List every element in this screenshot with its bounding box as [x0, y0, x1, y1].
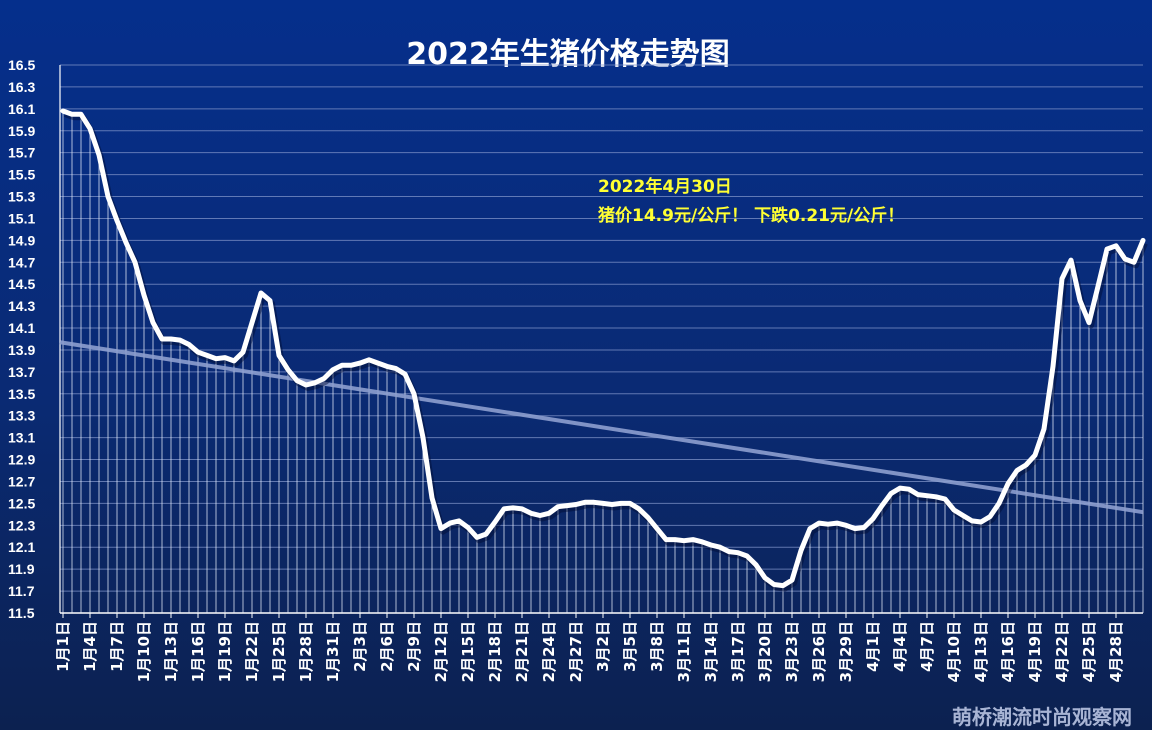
- annotation-date: 2022年4月30日: [598, 176, 732, 197]
- x-tick-label: 1月7日: [108, 621, 126, 672]
- x-tick-label: 1月31日: [324, 621, 342, 682]
- x-tick-label: 2月12日: [432, 621, 450, 682]
- y-tick-label: 11.9: [8, 561, 35, 577]
- y-tick-label: 12.9: [8, 452, 35, 468]
- x-tick-label: 3月29日: [837, 621, 855, 682]
- x-tick-label: 3月14日: [702, 621, 720, 682]
- x-tick-label: 2月9日: [405, 621, 423, 672]
- x-tick-label: 3月5日: [621, 621, 639, 672]
- annotation-price: 猪价14.9元/公斤！ 下跌0.21元/公斤！: [598, 205, 904, 226]
- drop-lines: [62, 111, 1144, 613]
- y-tick-label: 16.5: [8, 57, 35, 73]
- y-tick-label: 15.7: [8, 145, 35, 161]
- annotation: 2022年4月30日 猪价14.9元/公斤！ 下跌0.21元/公斤！: [598, 176, 904, 226]
- price-line: [60, 108, 1148, 592]
- x-tick-label: 4月1日: [864, 621, 882, 672]
- x-tick-label: 3月17日: [729, 621, 747, 682]
- x-tick-label: 1月28日: [297, 621, 315, 682]
- y-tick-label: 13.7: [8, 364, 35, 380]
- y-tick-label: 12.5: [8, 495, 35, 511]
- y-tick-label: 11.7: [8, 583, 35, 599]
- trend-line: [59, 340, 1144, 515]
- x-tick-label: 1月19日: [216, 621, 234, 682]
- x-tick-label: 1月4日: [81, 621, 99, 672]
- x-tick-label: 3月8日: [648, 621, 666, 672]
- x-tick-label: 4月19日: [1026, 621, 1044, 682]
- x-tick-label: 1月1日: [54, 621, 72, 672]
- y-tick-label: 11.5: [8, 605, 35, 621]
- y-axis: 11.5 11.7 11.9 12.1 12.3 12.5 12.7 12.9 13.1 13.3…: [8, 57, 61, 621]
- watermark: 萌桥潮流时尚观察网: [952, 705, 1132, 729]
- x-tick-label: 2月18日: [486, 621, 504, 682]
- x-tick-label: 2月21日: [513, 621, 531, 682]
- y-tick-label: 12.3: [8, 517, 35, 533]
- y-tick-label: 12.1: [8, 539, 35, 555]
- x-tick-label: 2月24日: [540, 621, 558, 682]
- y-tick-label: 13.3: [8, 408, 35, 424]
- y-tick-label: 13.5: [8, 386, 35, 402]
- x-tick-label: 4月25日: [1080, 621, 1098, 682]
- x-tick-label: 3月23日: [783, 621, 801, 682]
- x-tick-label: 1月16日: [189, 621, 207, 682]
- x-tick-label: 2月15日: [459, 621, 477, 682]
- y-tick-label: 14.7: [8, 254, 35, 270]
- x-tick-label: 1月25日: [270, 621, 288, 682]
- trend-line-segment: [59, 340, 1144, 515]
- x-tick-label: 4月4日: [891, 621, 909, 672]
- y-tick-label: 15.1: [8, 210, 35, 226]
- y-tick-label: 15.3: [8, 189, 35, 205]
- y-tick-label: 16.3: [8, 79, 35, 95]
- x-tick-label: 4月13日: [972, 621, 990, 682]
- y-tick-label: 16.1: [8, 101, 35, 117]
- y-tick-label: 14.9: [8, 232, 35, 248]
- y-tick-label: 12.7: [8, 473, 35, 489]
- x-tick-label: 1月13日: [162, 621, 180, 682]
- y-tick-label: 14.3: [8, 298, 35, 314]
- y-tick-label: 14.1: [8, 320, 35, 336]
- x-tick-label: 3月20日: [756, 621, 774, 682]
- x-tick-label: 4月22日: [1053, 621, 1071, 682]
- y-tick-label: 13.9: [8, 342, 35, 358]
- x-tick-label: 4月28日: [1107, 621, 1125, 682]
- x-tick-label: 2月6日: [378, 621, 396, 672]
- y-tick-label: 13.1: [8, 430, 35, 446]
- x-tick-label: 1月22日: [243, 621, 261, 682]
- x-tick-label: 3月26日: [810, 621, 828, 682]
- price-line-path: [60, 108, 1146, 589]
- x-tick-label: 4月10日: [945, 621, 963, 682]
- y-tick-label: 14.5: [8, 276, 35, 292]
- x-tick-label: 4月16日: [999, 621, 1017, 682]
- x-tick-label: 2月3日: [351, 621, 369, 672]
- x-tick-label: 2月27日: [567, 621, 585, 682]
- x-tick-label: 4月7日: [918, 621, 936, 672]
- y-tick-label: 15.9: [8, 123, 35, 139]
- x-tick-label: 1月10日: [135, 621, 153, 682]
- y-tick-label: 15.5: [8, 167, 35, 183]
- x-tick-label: 3月11日: [675, 621, 693, 682]
- x-axis: 1月1日 1月4日 1月7日 1月10日 1月13日 1月16日 1月19日 1月22日 1月2…: [54, 613, 1125, 682]
- x-tick-label: 3月2日: [594, 621, 612, 672]
- chart-title: 2022年生猪价格走势图: [406, 37, 730, 72]
